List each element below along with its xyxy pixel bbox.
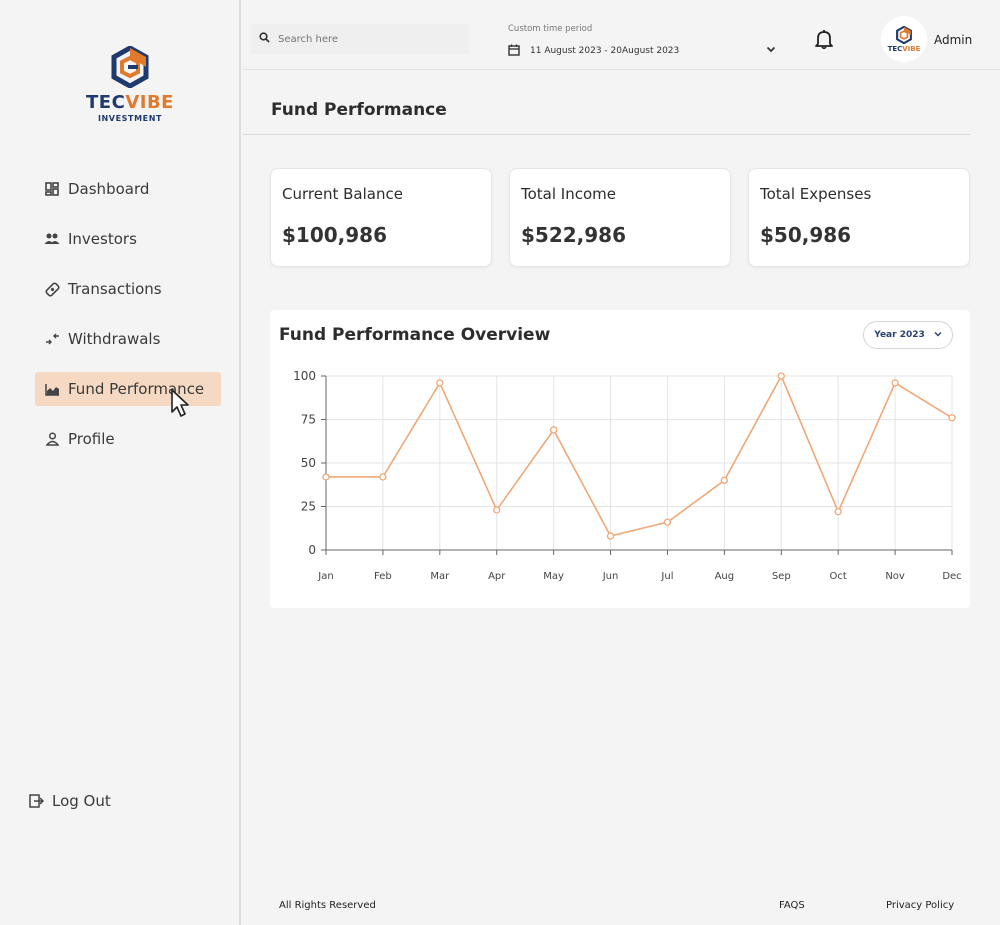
investors-icon xyxy=(44,231,60,247)
x-tick-label: May xyxy=(543,571,564,582)
year-selector-label: Year 2023 xyxy=(874,330,925,340)
series-line xyxy=(326,374,953,538)
sidebar-item-label: Withdrawals xyxy=(68,330,161,348)
notification-bell-icon[interactable] xyxy=(815,29,833,54)
sidebar-item-label: Dashboard xyxy=(68,180,150,198)
avatar-brand-name: TECVIBE xyxy=(887,44,921,53)
avatar-logo-icon xyxy=(896,25,912,44)
sidebar-item-label: Investors xyxy=(68,230,137,248)
y-tick-label: 50 xyxy=(301,456,316,470)
search-icon xyxy=(259,30,270,48)
total-income-card: Total Income $522,986 xyxy=(509,168,731,267)
x-tick-label: Oct xyxy=(830,571,847,582)
year-selector[interactable]: Year 2023 xyxy=(863,321,953,349)
current-balance-card: Current Balance $100,986 xyxy=(270,168,492,267)
mouse-pointer-icon xyxy=(170,388,192,423)
card-value: $522,986 xyxy=(521,223,627,247)
x-tick-label: Apr xyxy=(488,571,506,582)
data-point xyxy=(834,508,842,516)
y-tick-label: 100 xyxy=(293,369,316,383)
chart-title: Fund Performance Overview xyxy=(279,325,551,345)
data-point xyxy=(948,414,956,422)
card-value: $100,986 xyxy=(282,223,388,247)
card-value: $50,986 xyxy=(760,223,852,247)
search-box[interactable] xyxy=(251,24,469,54)
search-input[interactable] xyxy=(278,33,458,45)
fund-performance-chart-card: 0 25 50 75 100 Jan Feb Mar Apr May Jun Jul Aug Sep Oct… xyxy=(270,310,970,608)
dashboard-icon xyxy=(44,181,60,197)
title-divider xyxy=(243,134,970,135)
card-label: Total Expenses xyxy=(760,185,872,203)
data-point xyxy=(322,473,330,481)
x-tick-label: Nov xyxy=(885,571,905,582)
chevron-down-icon xyxy=(766,46,776,56)
profile-icon xyxy=(44,431,60,447)
data-point xyxy=(891,379,899,387)
sidebar-item-fund-performance[interactable]: Fund Performance xyxy=(35,372,221,406)
sidebar-item-label: Transactions xyxy=(68,280,162,298)
data-point xyxy=(606,532,615,540)
data-point xyxy=(777,372,785,380)
y-tick-label: 75 xyxy=(301,413,316,427)
user-name[interactable]: Admin xyxy=(934,33,973,47)
chevron-down-icon xyxy=(934,330,942,340)
sidebar: TECVIBE INVESTMENT Dashboard Investors T… xyxy=(0,0,241,925)
brand-name: TECVIBE xyxy=(86,92,174,113)
time-period-value: 11 August 2023 - 20August 2023 xyxy=(530,46,680,56)
x-tick-label: Jan xyxy=(317,571,333,582)
brand-logo[interactable]: TECVIBE INVESTMENT xyxy=(70,46,190,123)
sidebar-item-withdrawals[interactable]: Withdrawals xyxy=(35,322,221,356)
sidebar-item-profile[interactable]: Profile xyxy=(35,422,221,456)
card-label: Current Balance xyxy=(282,185,403,203)
brand-tagline: INVESTMENT xyxy=(97,114,163,123)
x-tick-label: Sep xyxy=(772,571,791,582)
y-tick-label: 0 xyxy=(308,543,316,557)
chart-icon xyxy=(44,381,60,397)
sidebar-item-label: Profile xyxy=(68,430,115,448)
footer-rights: All Rights Reserved xyxy=(279,900,376,911)
sidebar-item-label: Fund Performance xyxy=(68,380,205,398)
top-bar: Custom time period 11 August 2023 - 20Au… xyxy=(243,0,1000,70)
logout-label: Log Out xyxy=(52,792,111,810)
y-tick-label: 25 xyxy=(301,500,316,514)
x-tick-label: Aug xyxy=(715,571,735,582)
footer-faqs-link[interactable]: FAQS xyxy=(779,900,805,911)
calendar-icon xyxy=(508,44,520,59)
sidebar-nav: Dashboard Investors Transactions Withdra… xyxy=(35,172,221,472)
sidebar-item-transactions[interactable]: Transactions xyxy=(35,272,221,306)
transactions-icon xyxy=(44,281,60,297)
card-label: Total Income xyxy=(521,185,616,203)
time-period-label: Custom time period xyxy=(508,24,593,34)
logout-button[interactable]: Log Out xyxy=(28,792,111,810)
withdrawals-icon xyxy=(44,331,60,347)
avatar[interactable]: TECVIBE xyxy=(881,16,927,62)
logo-mark-icon xyxy=(111,46,149,88)
page-title: Fund Performance xyxy=(271,100,447,120)
total-expenses-card: Total Expenses $50,986 xyxy=(748,168,970,267)
data-point xyxy=(436,379,444,387)
sidebar-item-dashboard[interactable]: Dashboard xyxy=(35,172,221,206)
data-point xyxy=(493,506,501,514)
x-tick-label: Feb xyxy=(374,571,392,582)
data-point xyxy=(663,518,672,526)
x-tick-label: Mar xyxy=(430,571,450,582)
line-chart: 0 25 50 75 100 Jan Feb Mar Apr May Jun Jul Aug Sep Oct… xyxy=(293,369,962,582)
data-point xyxy=(379,473,387,481)
data-point xyxy=(720,476,729,485)
x-tick-label: Dec xyxy=(942,571,961,582)
x-tick-label: Jun xyxy=(602,571,619,582)
footer-privacy-link[interactable]: Privacy Policy xyxy=(886,900,955,911)
data-point xyxy=(549,426,558,434)
logout-icon xyxy=(28,793,44,809)
x-tick-label: Jul xyxy=(660,571,673,582)
sidebar-item-investors[interactable]: Investors xyxy=(35,222,221,256)
time-period-selector[interactable]: 11 August 2023 - 20August 2023 xyxy=(508,41,776,61)
